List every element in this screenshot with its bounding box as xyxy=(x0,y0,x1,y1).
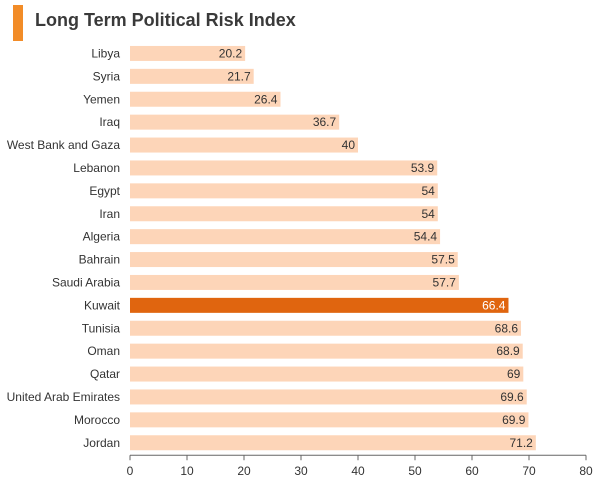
category-label-saudi-arabia: Saudi Arabia xyxy=(52,275,120,289)
bar-syria xyxy=(130,68,254,84)
value-label-syria: 21.7 xyxy=(227,69,251,83)
value-label-kuwait: 66.4 xyxy=(482,298,506,312)
category-label-iran: Iran xyxy=(99,207,120,221)
value-label-iran: 54 xyxy=(421,207,435,221)
value-label-tunisia: 68.6 xyxy=(495,321,519,335)
value-label-lebanon: 53.9 xyxy=(411,161,435,175)
value-label-bahrain: 57.5 xyxy=(431,253,455,267)
bar-egypt xyxy=(130,183,438,199)
x-tick-label-10: 10 xyxy=(180,464,194,478)
value-label-oman: 68.9 xyxy=(496,344,520,358)
category-label-morocco: Morocco xyxy=(74,413,120,427)
category-label-egypt: Egypt xyxy=(89,184,120,198)
bar-yemen xyxy=(130,91,281,107)
bar-kuwait xyxy=(130,297,509,313)
category-label-yemen: Yemen xyxy=(83,92,120,106)
bar-iraq xyxy=(130,114,340,130)
value-label-algeria: 54.4 xyxy=(414,230,438,244)
category-label-bahrain: Bahrain xyxy=(79,253,120,267)
x-tick-label-40: 40 xyxy=(351,464,365,478)
category-label-united-arab-emirates: United Arab Emirates xyxy=(7,390,120,404)
bar-libya xyxy=(130,45,246,61)
bar-bahrain xyxy=(130,252,458,268)
category-label-oman: Oman xyxy=(87,344,120,358)
value-label-united-arab-emirates: 69.6 xyxy=(500,390,524,404)
bar-west-bank-and-gaza xyxy=(130,137,358,153)
value-label-libya: 20.2 xyxy=(219,46,243,60)
bar-algeria xyxy=(130,229,441,245)
bar-saudi-arabia xyxy=(130,274,459,290)
bar-lebanon xyxy=(130,160,438,176)
x-tick-label-80: 80 xyxy=(579,464,593,478)
category-label-kuwait: Kuwait xyxy=(84,298,121,312)
chart-title: Long Term Political Risk Index xyxy=(35,10,296,30)
x-tick-label-0: 0 xyxy=(127,464,134,478)
value-label-morocco: 69.9 xyxy=(502,413,526,427)
value-label-qatar: 69 xyxy=(507,367,521,381)
value-label-egypt: 54 xyxy=(421,184,435,198)
value-label-saudi-arabia: 57.7 xyxy=(433,275,457,289)
category-label-algeria: Algeria xyxy=(83,230,121,244)
bar-morocco xyxy=(130,412,529,428)
x-axis: 0 10 20 30 40 50 60 70 80 xyxy=(127,454,593,478)
category-label-iraq: Iraq xyxy=(99,115,120,129)
x-tick-label-50: 50 xyxy=(408,464,422,478)
value-label-yemen: 26.4 xyxy=(254,92,278,106)
bar-oman xyxy=(130,343,523,359)
bar-tunisia xyxy=(130,320,522,336)
bar-group: Libya 20.2 Syria 21.7 Yemen 26.4 Iraq 36.7 West … xyxy=(7,45,536,451)
bar-jordan xyxy=(130,435,536,451)
category-label-lebanon: Lebanon xyxy=(73,161,120,175)
bar-united-arab-emirates xyxy=(130,389,527,405)
value-label-west-bank-and-gaza: 40 xyxy=(342,138,356,152)
value-label-iraq: 36.7 xyxy=(313,115,337,129)
x-tick-label-20: 20 xyxy=(237,464,251,478)
x-tick-label-70: 70 xyxy=(522,464,536,478)
category-label-syria: Syria xyxy=(93,69,121,83)
title-accent-bar xyxy=(13,5,23,41)
value-label-jordan: 71.2 xyxy=(509,436,533,450)
bar-qatar xyxy=(130,366,524,382)
category-label-jordan: Jordan xyxy=(83,436,120,450)
category-label-libya: Libya xyxy=(91,46,120,60)
category-label-qatar: Qatar xyxy=(90,367,120,381)
x-tick-label-60: 60 xyxy=(465,464,479,478)
category-label-west-bank-and-gaza: West Bank and Gaza xyxy=(7,138,121,152)
category-label-tunisia: Tunisia xyxy=(82,321,121,335)
bar-iran xyxy=(130,206,438,222)
x-tick-label-30: 30 xyxy=(294,464,308,478)
